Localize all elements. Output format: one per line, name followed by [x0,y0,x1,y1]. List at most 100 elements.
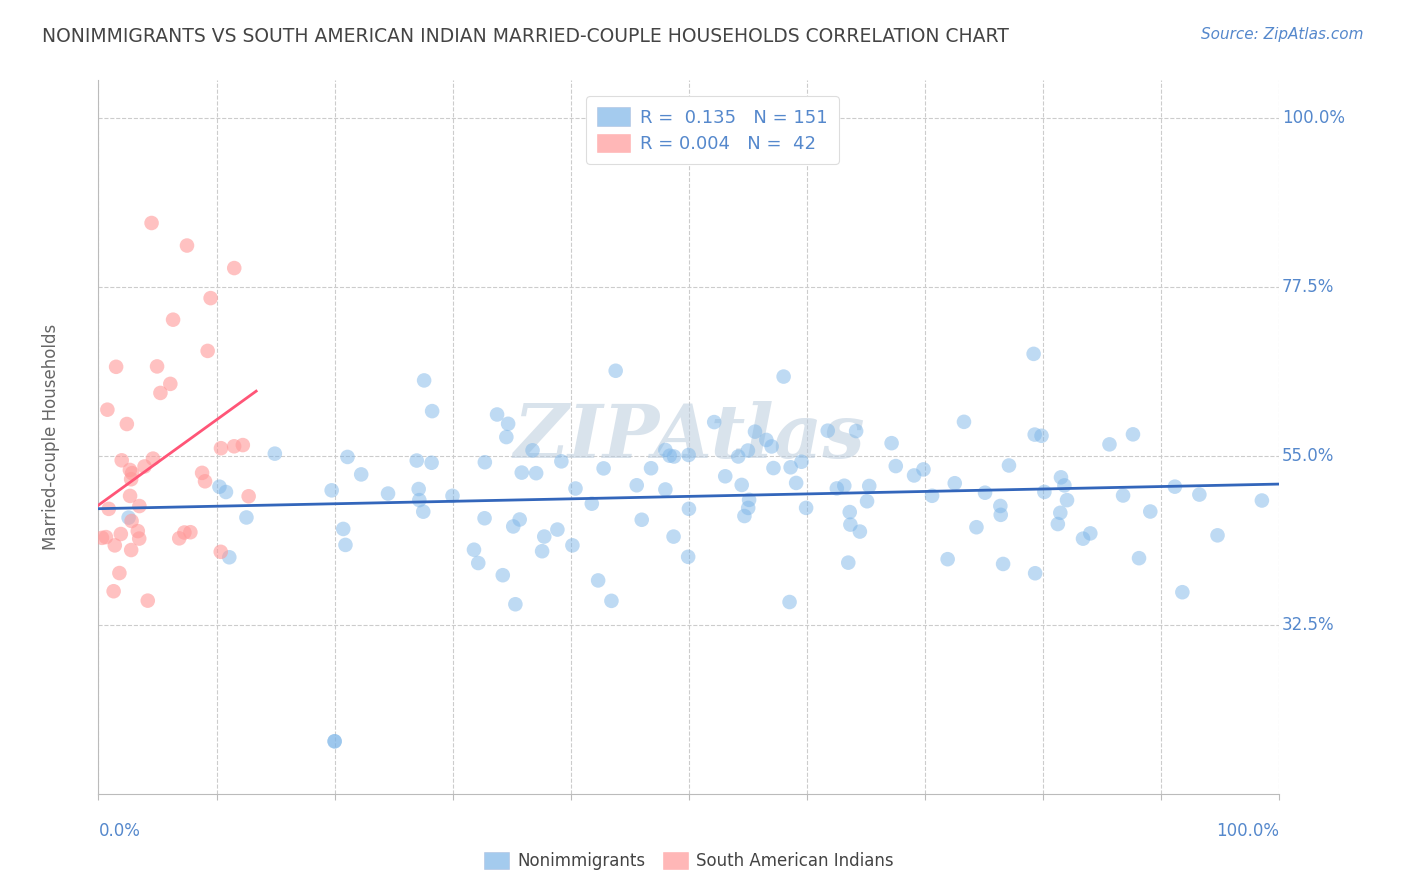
Point [209,545,232,559]
Point [215,485,238,500]
Point [323,734,346,748]
Point [149,386,172,401]
Point [467,556,489,570]
Point [91,531,114,545]
Point [1033,484,1056,499]
Point [332,522,354,536]
Point [120,472,142,486]
Point [817,424,839,438]
Point [121,466,143,480]
Point [120,543,142,558]
Point [762,461,785,475]
Point [845,424,868,438]
Point [238,489,260,503]
Point [104,538,127,552]
Point [522,443,544,458]
Point [533,530,555,544]
Point [832,479,855,493]
Point [492,568,515,582]
Point [115,417,138,431]
Point [321,483,343,498]
Point [103,584,125,599]
Point [630,513,652,527]
Point [142,451,165,466]
Point [197,343,219,358]
Point [990,508,1012,522]
Point [1206,528,1229,542]
Point [128,532,150,546]
Point [263,447,285,461]
Point [531,544,554,558]
Point [1251,493,1274,508]
Point [96,402,118,417]
Point [463,542,485,557]
Point [420,404,443,418]
Point [988,499,1011,513]
Text: 0.0%: 0.0% [98,822,141,840]
Point [550,454,572,468]
Point [965,520,987,534]
Text: ZIPAtlas: ZIPAtlas [513,401,865,474]
Point [127,524,149,538]
Point [849,524,872,539]
Point [755,433,778,447]
Point [510,466,533,480]
Point [117,510,139,524]
Point [323,734,346,748]
Point [654,483,676,497]
Point [412,505,434,519]
Point [564,482,586,496]
Point [350,467,373,482]
Point [654,442,676,457]
Text: 55.0%: 55.0% [1282,447,1334,465]
Point [486,408,509,422]
Point [105,359,128,374]
Point [118,463,141,477]
Point [600,594,623,608]
Point [420,456,443,470]
Point [991,557,1014,571]
Text: 77.5%: 77.5% [1282,277,1334,296]
Point [408,482,430,496]
Point [141,216,163,230]
Point [1112,488,1135,502]
Point [136,593,159,607]
Point [779,460,801,475]
Point [208,480,231,494]
Point [232,438,254,452]
Point [779,595,801,609]
Point [640,461,662,475]
Point [191,466,214,480]
Point [943,476,966,491]
Point [209,441,232,455]
Point [880,436,903,450]
Point [408,493,430,508]
Point [658,449,681,463]
Point [1053,478,1076,492]
Point [794,500,817,515]
Point [1056,493,1078,508]
Point [744,425,766,439]
Point [495,430,517,444]
Point [176,238,198,252]
Point [162,312,184,326]
Point [953,415,976,429]
Point [561,538,583,552]
Point [731,478,754,492]
Text: 32.5%: 32.5% [1282,615,1334,634]
Point [662,450,685,464]
Point [1139,504,1161,518]
Point [377,486,399,500]
Point [405,453,427,467]
Point [884,459,907,474]
Text: Married-couple Households: Married-couple Households [42,324,60,550]
Point [714,469,737,483]
Point [179,525,201,540]
Point [1046,516,1069,531]
Legend: Nonimmigrants, South American Indians: Nonimmigrants, South American Indians [478,845,900,877]
Point [167,532,190,546]
Point [921,489,943,503]
Point [134,459,156,474]
Point [837,556,859,570]
Point [733,509,755,524]
